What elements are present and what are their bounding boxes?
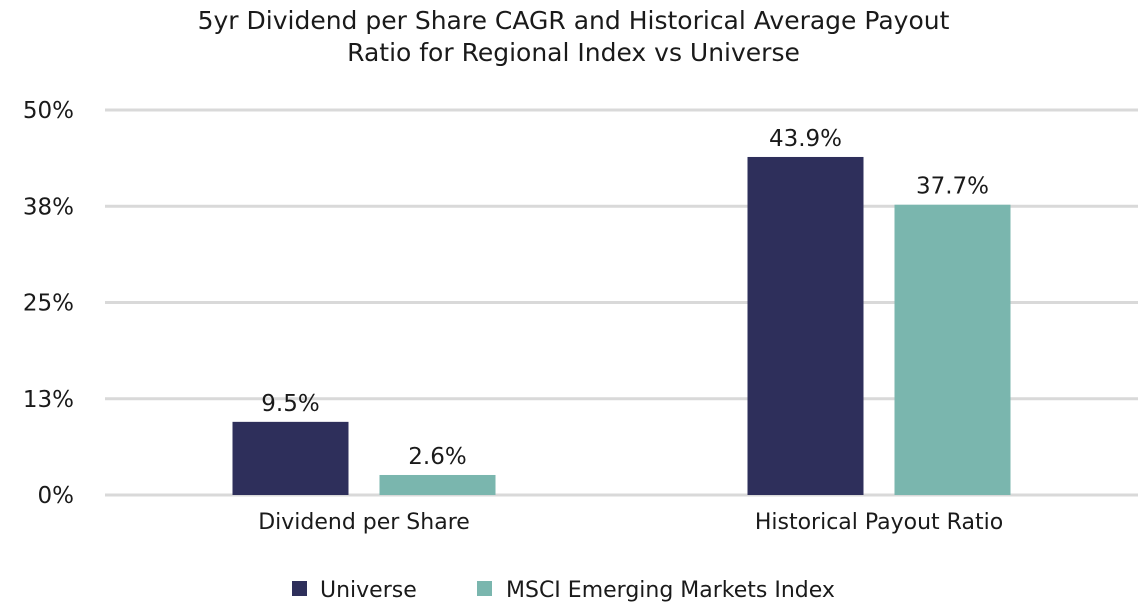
chart-title-line-1: 5yr Dividend per Share CAGR and Historic…: [197, 6, 950, 35]
x-category-label: Dividend per Share: [258, 510, 470, 535]
y-tick-label: 13%: [23, 387, 74, 413]
bar-universe: [232, 421, 349, 495]
legend-label: Universe: [320, 578, 417, 603]
x-category-label: Historical Payout Ratio: [755, 510, 1003, 535]
legend-swatch: [292, 581, 307, 596]
y-tick-label: 38%: [23, 194, 74, 220]
bar-msci-em: [379, 474, 496, 495]
y-tick-label: 0%: [38, 483, 75, 509]
y-tick-label: 50%: [23, 98, 74, 124]
bar-msci-em: [894, 204, 1011, 495]
data-label: 2.6%: [408, 444, 466, 470]
legend-swatch: [477, 581, 492, 596]
bar-universe: [747, 156, 864, 495]
legend-label: MSCI Emerging Markets Index: [506, 578, 835, 603]
chart-title-line-2: Ratio for Regional Index vs Universe: [347, 38, 800, 67]
data-label: 37.7%: [916, 174, 989, 200]
data-label: 9.5%: [261, 391, 319, 417]
data-label: 43.9%: [769, 126, 842, 152]
y-tick-label: 25%: [23, 291, 74, 317]
